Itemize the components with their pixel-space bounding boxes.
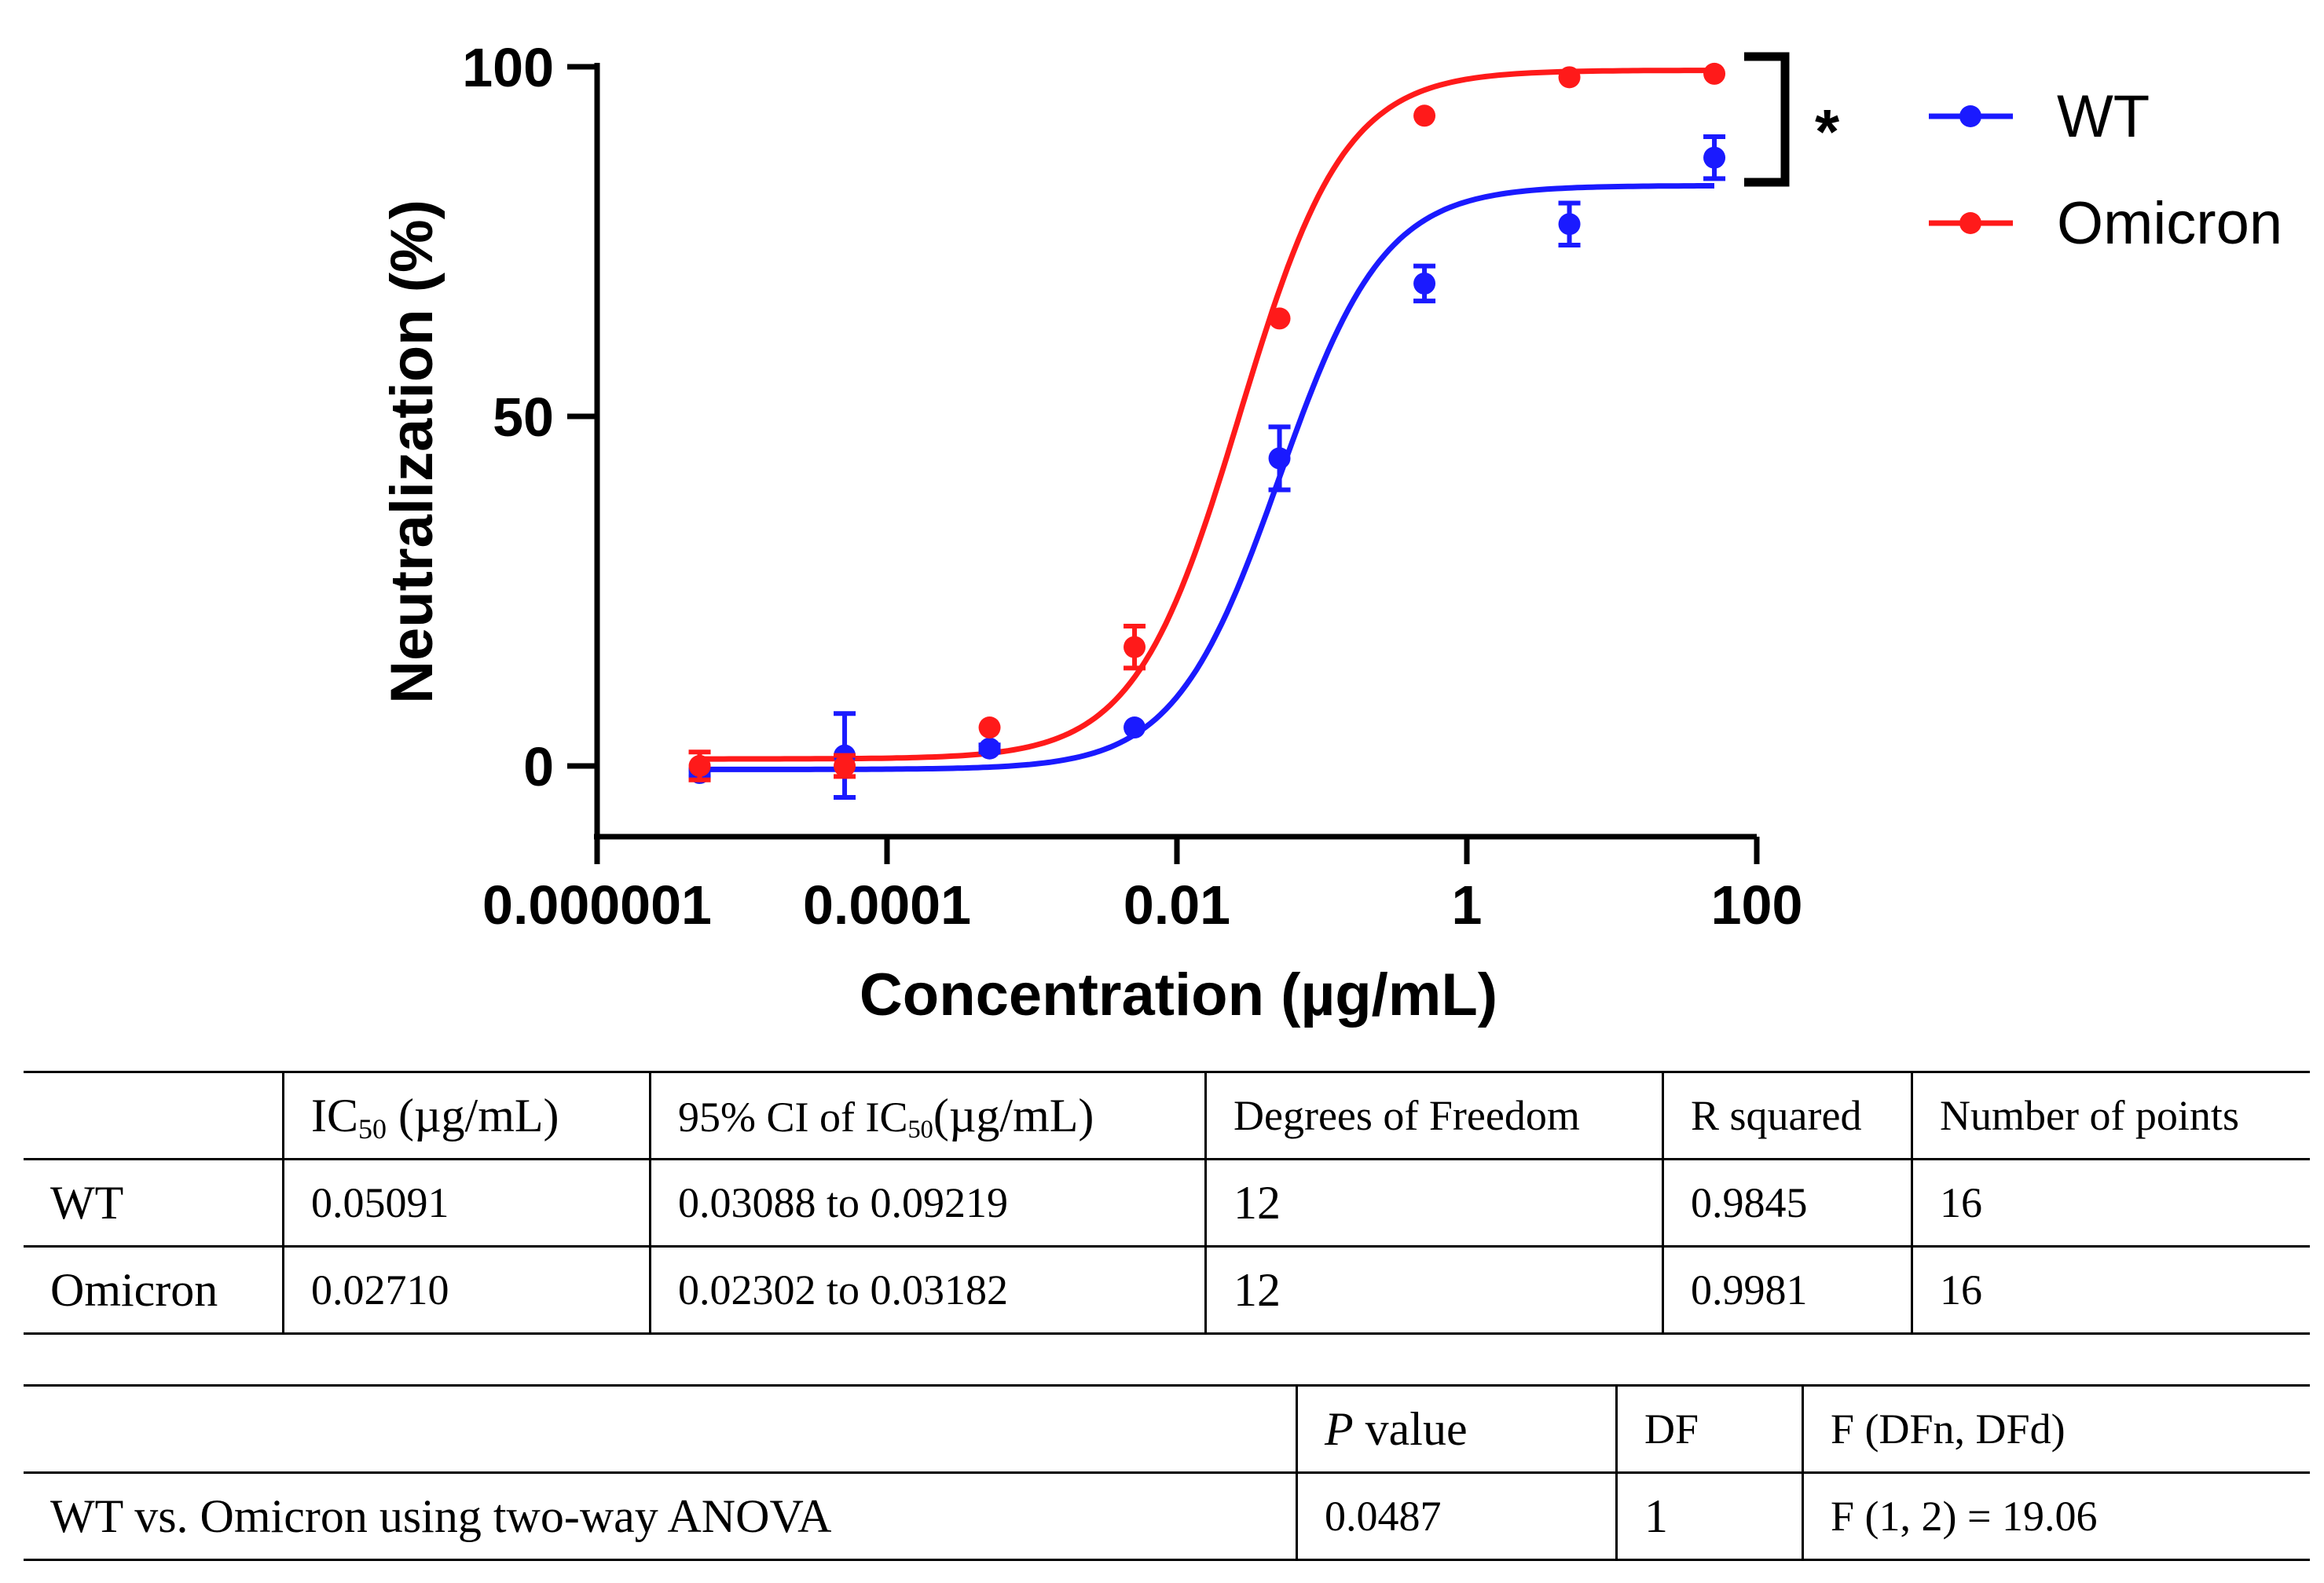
table-cell: 0.9845 <box>1662 1158 1913 1248</box>
data-point <box>1413 272 1436 295</box>
y-tick-label: 0 <box>523 736 554 797</box>
header-cell-ci: 95% CI of IC50(µg/mL) <box>649 1071 1207 1160</box>
neutralization-chart: 0 50 100 0.000001 0.0001 0.01 1 100 Neutraliza… <box>379 37 2282 1028</box>
plot-area <box>688 62 1726 801</box>
data-point <box>1703 62 1726 85</box>
bracket-line <box>1744 52 1790 187</box>
data-point <box>688 755 711 777</box>
table-row: WT 0.05091 0.03088 to 0.09219 12 0.9845 … <box>24 1158 2310 1248</box>
x-tick-label: 0.01 <box>1124 874 1230 936</box>
x-tick-label: 1 <box>1452 874 1483 936</box>
table-cell: 12 <box>1204 1245 1664 1335</box>
x-axis-label: Concentration (µg/mL) <box>860 962 1497 1028</box>
fit-curve <box>698 183 1714 772</box>
table-cell: 0.0487 <box>1296 1471 1618 1561</box>
data-point <box>1558 213 1581 236</box>
legend-label: WT <box>2057 83 2150 150</box>
row-label: WT vs. Omicron using two-way ANOVA <box>24 1471 1298 1561</box>
table-cell: 12 <box>1204 1158 1664 1248</box>
x-tick-label: 100 <box>1711 874 1803 936</box>
table-cell: 16 <box>1911 1245 2310 1335</box>
header-cell-dof: Degrees of Freedom <box>1204 1071 1664 1160</box>
data-point <box>1703 146 1726 169</box>
data-point <box>1124 716 1146 739</box>
header-cell <box>24 1384 1298 1474</box>
header-cell <box>24 1071 284 1160</box>
table-cell: F (1, 2) = 19.06 <box>1802 1471 2310 1561</box>
table-cell: 1 <box>1615 1471 1804 1561</box>
anova-table: P value DF F (DFn, DFd) WT vs. Omicron u… <box>24 1384 2310 1561</box>
y-ticks: 0 50 100 <box>462 37 597 797</box>
x-tick-label: 0.000001 <box>482 874 712 936</box>
y-tick-label: 100 <box>462 37 554 98</box>
data-point <box>1558 66 1581 89</box>
row-label: Omicron <box>24 1245 284 1335</box>
table-header-row: P value DF F (DFn, DFd) <box>24 1384 2310 1474</box>
table-cell: 0.9981 <box>1662 1245 1913 1335</box>
y-axis-label: Neutralization (%) <box>379 200 445 704</box>
table-row: Omicron 0.02710 0.02302 to 0.03182 12 0.… <box>24 1245 2310 1335</box>
data-point <box>978 716 1001 739</box>
header-cell-pvalue: P value <box>1296 1384 1618 1474</box>
legend: WT Omicron <box>1929 83 2282 257</box>
row-label: WT <box>24 1158 284 1248</box>
header-cell-points: Number of points <box>1911 1071 2310 1160</box>
table-row: WT vs. Omicron using two-way ANOVA 0.048… <box>24 1471 2310 1561</box>
y-tick-label: 50 <box>493 387 554 448</box>
data-point <box>1124 636 1146 658</box>
x-ticks: 0.000001 0.0001 0.01 1 100 <box>482 837 1802 936</box>
legend-swatch-marker <box>1959 212 1981 234</box>
ic50-table: IC50 (µg/mL) 95% CI of IC50(µg/mL) Degre… <box>24 1071 2310 1335</box>
table-cell: 0.02302 to 0.03182 <box>649 1245 1207 1335</box>
table-header-row: IC50 (µg/mL) 95% CI of IC50(µg/mL) Degre… <box>24 1071 2310 1160</box>
axes <box>594 63 1757 840</box>
table-cell: 0.03088 to 0.09219 <box>649 1158 1207 1248</box>
table-cell: 0.02710 <box>282 1245 651 1335</box>
data-point <box>1413 104 1436 127</box>
significance-bracket: * <box>1744 52 1840 187</box>
header-cell-f: F (DFn, DFd) <box>1802 1384 2310 1474</box>
data-point <box>834 755 856 777</box>
data-point <box>1268 447 1291 470</box>
header-cell-r2: R squared <box>1662 1071 1913 1160</box>
fit-curve <box>698 68 1714 762</box>
legend-label: Omicron <box>2057 190 2282 257</box>
header-cell-df: DF <box>1615 1384 1804 1474</box>
data-point <box>1268 307 1291 330</box>
legend-swatch-marker <box>1959 105 1981 127</box>
table-cell: 16 <box>1911 1158 2310 1248</box>
significance-star: * <box>1815 97 1840 167</box>
header-cell-ic50: IC50 (µg/mL) <box>282 1071 651 1160</box>
data-point <box>978 737 1001 760</box>
x-tick-label: 0.0001 <box>803 874 971 936</box>
table-cell: 0.05091 <box>282 1158 651 1248</box>
